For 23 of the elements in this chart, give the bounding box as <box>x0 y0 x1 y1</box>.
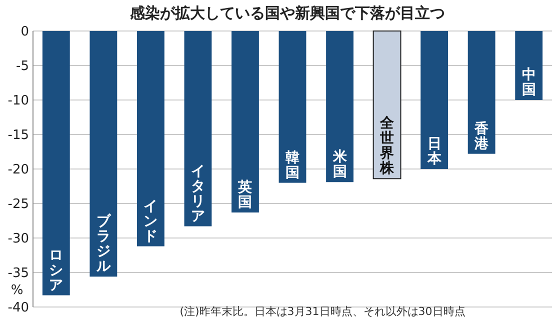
x-tick-label: 韓国 <box>286 150 300 181</box>
x-tick-label: インド <box>144 198 158 244</box>
y-tick-label: -10 <box>8 94 29 109</box>
x-tick-label: 全世界株 <box>379 116 396 177</box>
x-tick-label: 日本 <box>426 136 442 167</box>
y-tick-label: -40 <box>8 300 29 316</box>
y-axis-title: % <box>10 283 24 298</box>
x-tick-label: ロシア <box>49 247 64 294</box>
chart-title: 感染が拡大している国や新興国で下落が目立つ <box>129 4 445 22</box>
x-tick-label: 中国 <box>522 67 536 98</box>
y-tick-label: -5 <box>16 59 29 74</box>
y-tick-label: -35 <box>8 266 29 282</box>
x-tick-label: ブラジル <box>95 212 112 275</box>
y-tick-label: -20 <box>8 162 29 178</box>
y-tick-label: 0 <box>20 24 29 40</box>
y-tick-label: -25 <box>8 197 29 212</box>
x-tick-label: イタリア <box>190 163 205 224</box>
x-tick-label: 米国 <box>332 149 348 180</box>
x-tick-label: 香港 <box>474 120 490 152</box>
x-tick-label: 英国 <box>237 179 252 210</box>
y-tick-label: -30 <box>8 232 29 247</box>
y-tick-label: -15 <box>8 128 29 144</box>
annotation: (注)昨年末比。日本は3月31日時点、それ以外は30日時点 <box>180 305 466 318</box>
